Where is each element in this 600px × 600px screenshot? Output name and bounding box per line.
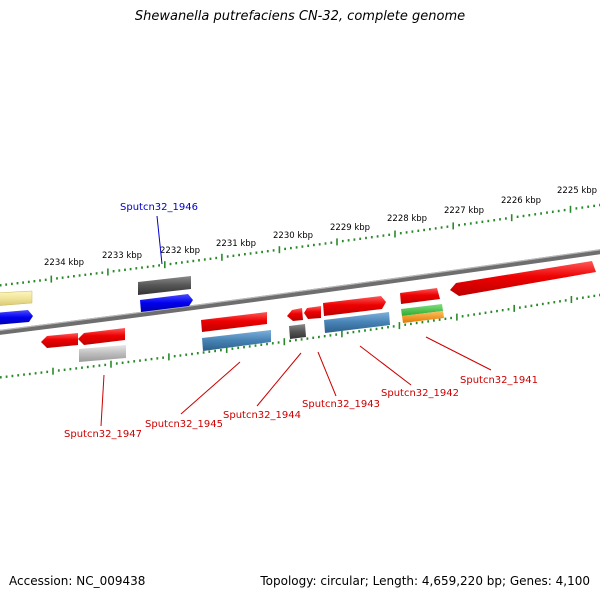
gene-feature[interactable] (0, 290, 33, 306)
genome-backbone (0, 249, 600, 335)
gene-label-sputcn32-1946[interactable]: Sputcn32_1946 (120, 202, 198, 213)
gene-feature[interactable] (402, 311, 444, 323)
gene-feature[interactable] (400, 288, 440, 304)
kbp-label-2232: 2232 kbp (160, 246, 200, 256)
callout-line-1946 (156, 215, 163, 265)
kbp-labels: 2234 kbp 2233 kbp 2232 kbp 2231 kbp 2230… (44, 186, 597, 268)
gene-feature[interactable] (324, 312, 390, 333)
kbp-label-2226: 2226 kbp (501, 196, 541, 206)
gene-feature-sputcn32-1944[interactable] (289, 324, 306, 339)
inner-tick-ring (0, 293, 600, 379)
callout-line-1941 (425, 336, 492, 371)
gene-label-sputcn32-1945[interactable]: Sputcn32_1945 (145, 419, 223, 430)
gene-feature[interactable] (140, 294, 193, 312)
callout-line-1943 (317, 351, 337, 397)
kbp-label-2229: 2229 kbp (330, 223, 370, 233)
kbp-label-2231: 2231 kbp (216, 239, 256, 249)
gene-feature[interactable] (78, 328, 125, 345)
gene-feature[interactable] (0, 310, 33, 325)
gene-feature[interactable] (304, 306, 321, 319)
gene-feature[interactable] (401, 304, 443, 316)
gene-feature-sputcn32-1946[interactable] (138, 276, 191, 295)
kbp-label-2230: 2230 kbp (273, 231, 313, 241)
accession-text: Accession: NC_009438 (9, 574, 146, 588)
gene-feature[interactable] (323, 296, 386, 316)
genome-backbone-highlight (0, 249, 600, 331)
callout-line-1944 (256, 352, 302, 407)
kbp-label-2228: 2228 kbp (387, 214, 427, 224)
gene-label-sputcn32-1941[interactable]: Sputcn32_1941 (460, 375, 538, 386)
outer-features (0, 261, 596, 362)
kbp-label-2234: 2234 kbp (44, 258, 84, 268)
gene-feature[interactable] (201, 312, 267, 332)
gene-feature[interactable] (202, 330, 271, 351)
gene-feature-sputcn32-1941[interactable] (450, 261, 596, 296)
kbp-label-2233: 2233 kbp (102, 251, 142, 261)
label-callouts (100, 215, 492, 427)
callout-line-1942 (359, 345, 412, 386)
topology-text: Topology: circular; Length: 4,659,220 bp… (260, 574, 590, 588)
gene-label-sputcn32-1943[interactable]: Sputcn32_1943 (302, 399, 380, 410)
gene-label-sputcn32-1942[interactable]: Sputcn32_1942 (381, 388, 459, 399)
map-title: Shewanella putrefaciens CN-32, complete … (134, 9, 466, 24)
gene-feature[interactable] (41, 333, 78, 348)
kbp-label-2225: 2225 kbp (557, 186, 597, 196)
gene-label-sputcn32-1947[interactable]: Sputcn32_1947 (64, 429, 142, 440)
callout-line-1947 (100, 374, 105, 427)
callout-line-1945 (180, 361, 241, 415)
kbp-label-2227: 2227 kbp (444, 206, 484, 216)
gene-feature[interactable] (287, 308, 303, 321)
gene-labels: Sputcn32_1946 Sputcn32_1947 Sputcn32_194… (64, 202, 538, 440)
gene-feature-sputcn32-1947[interactable] (79, 345, 126, 362)
gene-label-sputcn32-1944[interactable]: Sputcn32_1944 (223, 410, 301, 421)
outer-tick-ring (0, 203, 600, 287)
